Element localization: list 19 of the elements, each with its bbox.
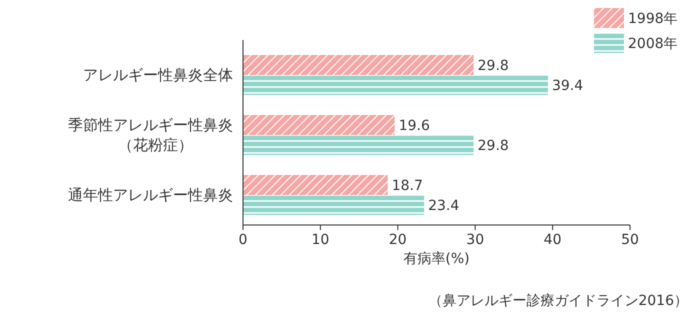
x-tick-label: 40 (544, 232, 562, 248)
y-tick-label: 通年性アレルギー性鼻炎 (68, 186, 233, 204)
x-tick-label: 20 (388, 232, 407, 248)
data-label: 23.4 (428, 198, 460, 214)
x-axis-title: 有病率(%) (403, 251, 470, 267)
data-label: 29.8 (478, 58, 509, 74)
data-label: 39.4 (552, 78, 584, 94)
legend-label: 2008年 (628, 36, 678, 52)
data-label: 19.6 (398, 118, 430, 134)
y-tick-label: 季節性アレルギー性鼻炎（花粉症） (68, 116, 233, 154)
x-tick-label: 30 (466, 232, 484, 248)
x-tick-label: 0 (238, 232, 248, 248)
y-tick-label: アレルギー性鼻炎全体 (83, 66, 233, 84)
x-tick-label: 10 (311, 232, 330, 248)
x-tick-label: 50 (621, 232, 639, 248)
text: （鼻アレルギー診療ガイドライン2016） (428, 293, 688, 309)
legend-label: 1998年 (628, 11, 678, 27)
data-label: 29.8 (478, 138, 509, 154)
data-label: 18.7 (392, 178, 423, 194)
